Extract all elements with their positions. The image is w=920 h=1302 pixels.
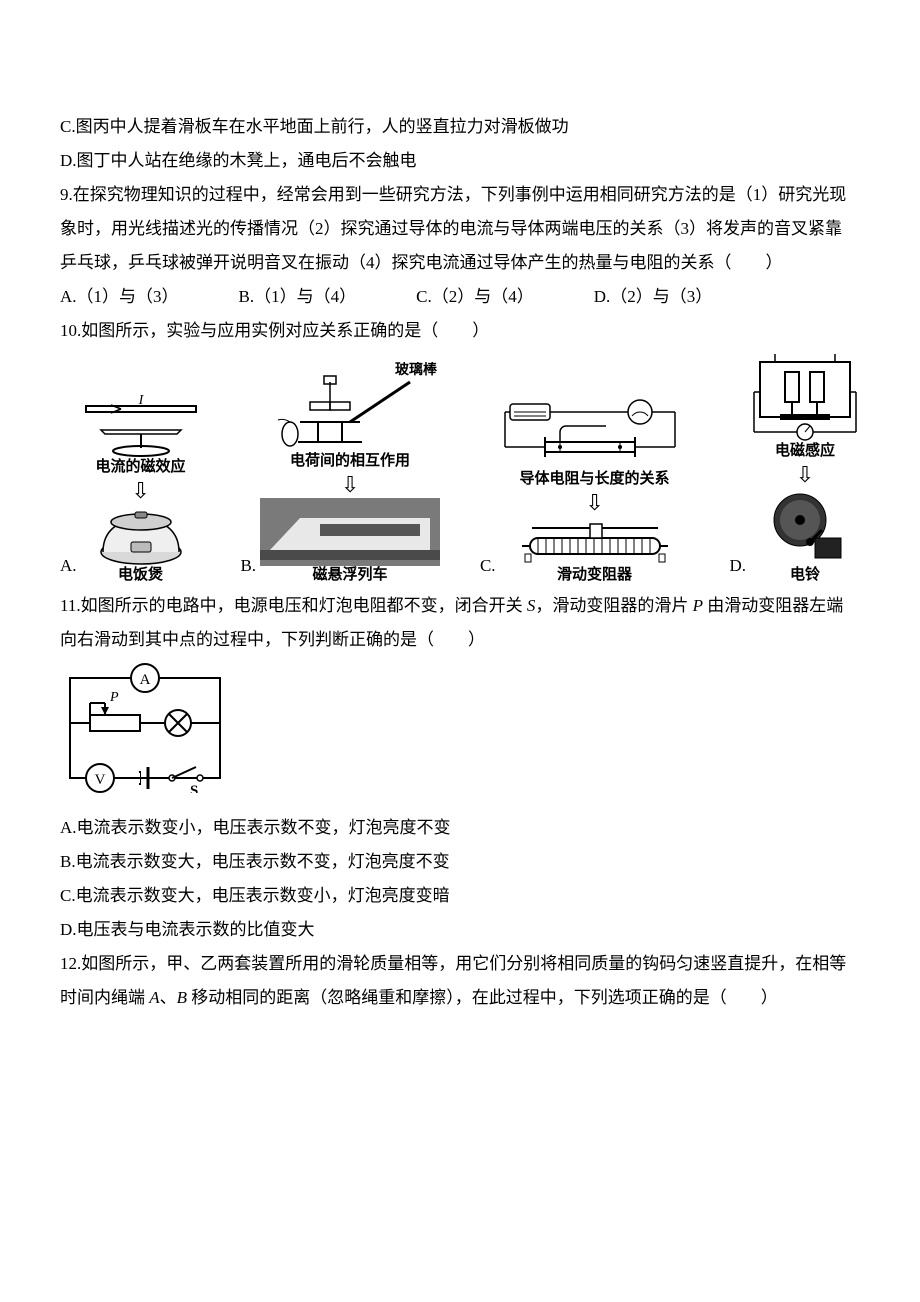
q10-letter-a: A. — [60, 549, 77, 585]
q10-b-bottom-label: 磁悬浮列车 — [313, 566, 388, 586]
q9-options: A.（1）与（3） B.（1）与（4） C.（2）与（4） D.（2）与（3） — [60, 280, 860, 314]
q11-option-c: C.电流表示数变大，电压表示数变小，灯泡亮度变暗 — [60, 879, 860, 913]
q10-letter-c: C. — [480, 549, 496, 585]
q11-option-b: B.电流表示数变大，电压表示数不变，灯泡亮度不变 — [60, 845, 860, 879]
svg-text:S: S — [190, 783, 198, 793]
rice-cooker-icon — [91, 504, 191, 566]
q10-d-bottom-label: 电铃 — [790, 566, 820, 586]
q10-col-a: I 电流的磁效应 ⇩ 电饭煲 — [81, 388, 201, 585]
q10-c-bottom-label: 滑动变阻器 — [557, 566, 632, 586]
q11-stem-line1: 11.如图所示的电路中，电源电压和灯泡电阻都不变，闭合开关 S，滑动变阻器的滑片… — [60, 589, 860, 623]
q10-col-c: 导体电阻与长度的关系 ⇩ 滑动变阻器 — [500, 392, 690, 585]
charge-interaction-icon: 玻璃棒 — [260, 362, 440, 452]
electric-bell-icon — [760, 488, 850, 566]
q10-a-bottom-label: 电饭煲 — [118, 566, 163, 586]
q10-a-top-label: 电流的磁效应 — [96, 458, 186, 478]
q10-b-top-label: 电荷间的相互作用 — [290, 452, 410, 472]
oersted-experiment-icon: I — [81, 388, 201, 458]
q11-stem-line2: 向右滑动到其中点的过程中，下列判断正确的是（ ） — [60, 623, 860, 657]
svg-text:玻璃棒: 玻璃棒 — [395, 362, 438, 378]
q10-d-top-label: 电磁感应 — [775, 442, 835, 462]
resistance-length-icon — [500, 392, 690, 470]
q9-option-d: D.（2）与（3） — [594, 280, 713, 314]
q9-stem-line2: 象时，用光线描述光的传播情况（2）探究通过导体的电流与导体两端电压的关系（3）将… — [60, 212, 860, 246]
q9-option-c: C.（2）与（4） — [416, 280, 534, 314]
electromagnetic-induction-icon — [750, 352, 860, 442]
maglev-train-icon — [260, 498, 440, 566]
q10-col-d: 电磁感应 ⇩ 电铃 — [750, 352, 860, 585]
q12-stem-line2: 时间内绳端 A、B 移动相同的距离（忽略绳重和摩擦），在此过程中，下列选项正确的… — [60, 981, 860, 1015]
q9-stem-line3: 乒乓球，乒乓球被弹开说明音叉在振动（4）探究电流通过导体产生的热量与电阻的关系（… — [60, 246, 860, 280]
q10-letter-d: D. — [729, 549, 746, 585]
q11-circuit-figure: A P V S — [60, 663, 860, 805]
q10-d-arrow: ⇩ — [796, 464, 814, 486]
svg-text:A: A — [140, 672, 151, 688]
svg-text:V: V — [95, 772, 106, 788]
q9-stem-line1: 9.在探究物理知识的过程中，经常会用到一些研究方法，下列事例中运用相同研究方法的… — [60, 178, 860, 212]
q10-stem: 10.如图所示，实验与应用实例对应关系正确的是（ ） — [60, 314, 860, 348]
prev-option-d: D.图丁中人站在绝缘的木凳上，通电后不会触电 — [60, 144, 860, 178]
q11-option-d: D.电压表与电流表示数的比值变大 — [60, 913, 860, 947]
q10-col-b: 玻璃棒 电荷间的相互作用 ⇩ — [260, 362, 440, 585]
q10-c-arrow: ⇩ — [585, 492, 603, 514]
q10-c-top-label: 导体电阻与长度的关系 — [520, 470, 670, 490]
q10-figure-row: A. I 电流的磁效应 ⇩ — [60, 352, 860, 585]
q11-option-a: A.电流表示数变小，电压表示数不变，灯泡亮度不变 — [60, 811, 860, 845]
q10-a-arrow: ⇩ — [131, 480, 149, 502]
q11-circuit-icon: A P V S — [60, 663, 230, 793]
rheostat-icon — [510, 516, 680, 566]
prev-option-c: C.图丙中人提着滑板车在水平地面上前行，人的竖直拉力对滑板做功 — [60, 110, 860, 144]
q9-option-a: A.（1）与（3） — [60, 280, 179, 314]
q12-stem-line1: 12.如图所示，甲、乙两套装置所用的滑轮质量相等，用它们分别将相同质量的钩码匀速… — [60, 947, 860, 981]
q10-b-arrow: ⇩ — [341, 474, 359, 496]
q10-letter-b: B. — [240, 549, 256, 585]
q9-option-b: B.（1）与（4） — [239, 280, 357, 314]
svg-text:P: P — [109, 690, 119, 705]
